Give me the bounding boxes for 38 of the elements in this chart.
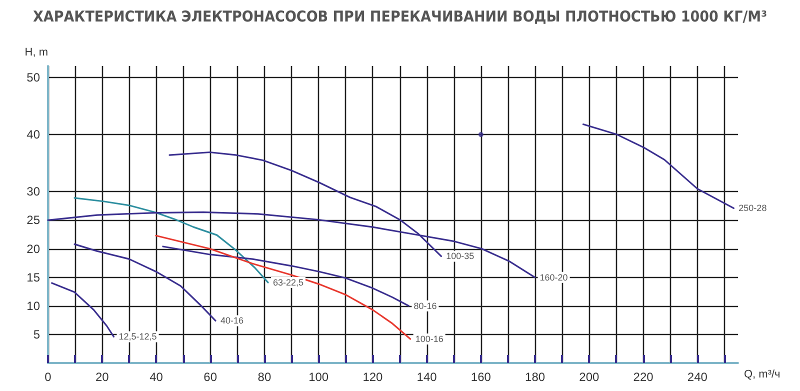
line-series xyxy=(50,282,115,338)
chart-title: ХАРАКТЕРИСТИКА ЭЛЕКТРОНАСОСОВ ПРИ ПЕРЕКАЧИВАНИИ ВОДЫ ПЛОТНОСТЬЮ 1000 КГ/М³ xyxy=(32,8,768,26)
x-tick-label: 220 xyxy=(633,370,654,384)
series-label: 100-16 xyxy=(415,334,444,344)
y-axis-title: H, m xyxy=(24,46,48,58)
x-axis-title: Q, m³/ч xyxy=(744,368,780,380)
series-label: 80-16 xyxy=(414,300,437,311)
x-tick-label: 80 xyxy=(258,370,272,384)
y-tick-label: 30 xyxy=(26,184,40,199)
y-tick-label: 20 xyxy=(26,242,40,256)
line-series xyxy=(74,243,216,322)
x-tick-label: 200 xyxy=(579,370,600,384)
line-series xyxy=(582,123,734,210)
series-label: 250-28 xyxy=(738,203,767,214)
series-label: 12,5-12,5 xyxy=(118,332,157,342)
x-tick-label: 60 xyxy=(204,370,218,384)
x-tick-label: 40 xyxy=(150,370,164,384)
x-tick-label: 0 xyxy=(44,370,52,384)
x-tick-label: 180 xyxy=(525,370,546,384)
y-tick-label: 40 xyxy=(26,128,40,142)
line-series xyxy=(74,197,269,284)
line-series xyxy=(155,234,412,340)
series-label: 100-35 xyxy=(446,251,474,262)
y-tick-label: 15 xyxy=(26,270,40,284)
y-tick-label: 50 xyxy=(26,70,40,84)
series-label: 160-20 xyxy=(540,272,568,282)
x-tick-label: 240 xyxy=(687,370,708,384)
x-tick-label: 140 xyxy=(416,370,438,384)
series-label: 40-16 xyxy=(220,316,244,326)
y-tick-label: 5 xyxy=(33,327,40,342)
x-tick-label: 120 xyxy=(362,370,384,384)
y-tick-label: 10 xyxy=(26,298,40,313)
line-series xyxy=(162,246,410,307)
x-tick-label: 20 xyxy=(95,370,110,384)
series-label: 63-22,5 xyxy=(272,277,304,288)
y-tick-label: 25 xyxy=(26,213,40,228)
x-tick-label: 160 xyxy=(470,370,492,384)
x-tick-label: 100 xyxy=(308,370,329,384)
